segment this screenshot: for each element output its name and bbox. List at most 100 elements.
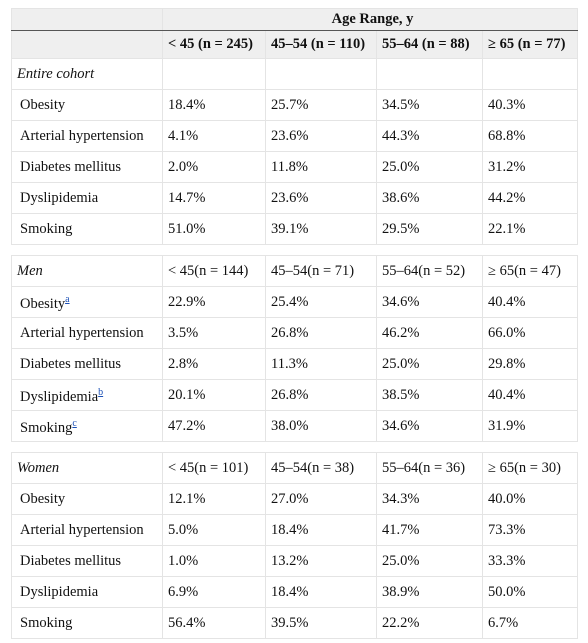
row-label: Obesity: [20, 295, 66, 312]
value-cell: 23.6%: [265, 120, 377, 152]
column-header: 55–64 (n = 88): [376, 30, 483, 59]
footnote-ref: b: [98, 384, 103, 398]
row-label-cell: Obesity: [11, 483, 163, 515]
value-cell: 39.5%: [265, 607, 377, 639]
value-cell: 47.2%: [162, 410, 266, 442]
row-label-cell: Diabetes mellitus: [11, 348, 163, 380]
value-cell: 22.1%: [481, 213, 579, 245]
table-header: Age Range, y < 45 (n = 245) 45–54 (n = 11…: [11, 8, 579, 59]
value-cell: 18.4%: [265, 576, 377, 608]
data-row: Diabetes mellitus 2.8% 11.3% 25.0% 29.8%: [11, 348, 579, 380]
section-column: 55–64(n = 52): [376, 255, 483, 287]
value-cell: 11.8%: [265, 151, 377, 183]
value-cell: 26.8%: [265, 379, 377, 411]
footnote-link[interactable]: c: [72, 418, 77, 430]
value-cell: 13.2%: [265, 545, 377, 577]
value-cell: 25.0%: [376, 151, 483, 183]
value-cell: 31.9%: [481, 410, 579, 442]
value-cell: 14.7%: [162, 182, 266, 214]
value-cell: 33.3%: [481, 545, 579, 577]
footnote-link[interactable]: b: [98, 387, 104, 399]
row-label-cell: Diabetes mellitus: [11, 151, 163, 183]
value-cell: 20.1%: [162, 379, 266, 411]
row-label-cell: Obesitya: [11, 286, 163, 318]
section-title: Men: [11, 255, 163, 287]
data-row: Diabetes mellitus 1.0% 13.2% 25.0% 33.3%: [11, 545, 579, 577]
spacer-cell: [11, 244, 578, 256]
value-cell: 50.0%: [481, 576, 579, 608]
value-cell: 34.6%: [376, 286, 483, 318]
value-cell: 22.9%: [162, 286, 266, 318]
value-cell: 40.4%: [481, 379, 579, 411]
value-cell: 73.3%: [481, 514, 579, 546]
section-row: Entire cohort: [11, 58, 579, 90]
row-label: Obesity: [20, 96, 66, 113]
value-cell: 38.9%: [376, 576, 483, 608]
data-row: Arterial hypertension 3.5% 26.8% 46.2% 66.0%: [11, 317, 579, 349]
row-label: Arterial hypertension: [20, 127, 144, 144]
empty-cell: [376, 58, 483, 90]
row-label-cell: Dyslipidemia: [11, 576, 163, 608]
value-cell: 23.6%: [265, 182, 377, 214]
value-cell: 44.3%: [376, 120, 483, 152]
data-row: Obesity 12.1% 27.0% 34.3% 40.0%: [11, 483, 579, 515]
value-cell: 39.1%: [265, 213, 377, 245]
spacer-row: [11, 244, 578, 256]
row-label: Obesity: [20, 490, 66, 507]
row-label: Diabetes mellitus: [20, 158, 122, 175]
value-cell: 66.0%: [481, 317, 579, 349]
row-label-cell: Arterial hypertension: [11, 514, 163, 546]
data-row: Obesitya 22.9% 25.4% 34.6% 40.4%: [11, 286, 579, 318]
row-label-cell: Dyslipidemiab: [11, 379, 163, 411]
row-label: Dyslipidemia: [20, 583, 99, 600]
section-column: ≥ 65(n = 30): [481, 452, 579, 484]
group-label: Age Range, y: [161, 8, 579, 31]
row-label: Smoking: [20, 220, 73, 237]
column-header: < 45 (n = 245): [162, 30, 266, 59]
header-corner: [11, 8, 163, 31]
value-cell: 3.5%: [162, 317, 266, 349]
value-cell: 27.0%: [265, 483, 377, 515]
spacer-cell: [11, 441, 578, 453]
value-cell: 41.7%: [376, 514, 483, 546]
value-cell: 12.1%: [162, 483, 266, 515]
section-column: ≥ 65(n = 47): [481, 255, 579, 287]
section-title: Women: [11, 452, 163, 484]
row-label-cell: Smokingc: [11, 410, 163, 442]
section-column: < 45(n = 144): [162, 255, 266, 287]
data-row: Dyslipidemia 14.7% 23.6% 38.6% 44.2%: [11, 182, 579, 214]
data-row: Arterial hypertension 4.1% 23.6% 44.3% 68.8%: [11, 120, 579, 152]
section-column: 45–54(n = 71): [265, 255, 377, 287]
data-row: Smoking 56.4% 39.5% 22.2% 6.7%: [11, 607, 579, 639]
row-label: Arterial hypertension: [20, 324, 144, 341]
row-label-cell: Smoking: [11, 607, 163, 639]
value-cell: 5.0%: [162, 514, 266, 546]
column-header: ≥ 65 (n = 77): [481, 30, 579, 59]
section-column: < 45(n = 101): [162, 452, 266, 484]
row-label: Diabetes mellitus: [20, 552, 122, 569]
value-cell: 34.3%: [376, 483, 483, 515]
data-row: Obesity 18.4% 25.7% 34.5% 40.3%: [11, 89, 579, 121]
footnote-link[interactable]: a: [65, 294, 70, 306]
value-cell: 2.8%: [162, 348, 266, 380]
row-label: Smoking: [20, 614, 73, 631]
section-column: 45–54(n = 38): [265, 452, 377, 484]
section-row: Men < 45(n = 144) 45–54(n = 71) 55–64(n = 5…: [11, 255, 579, 287]
value-cell: 40.4%: [481, 286, 579, 318]
row-label-cell: Smoking: [11, 213, 163, 245]
value-cell: 68.8%: [481, 120, 579, 152]
value-cell: 6.9%: [162, 576, 266, 608]
value-cell: 11.3%: [265, 348, 377, 380]
row-label-cell: Arterial hypertension: [11, 317, 163, 349]
header-corner: [11, 30, 163, 59]
value-cell: 29.8%: [481, 348, 579, 380]
row-label: Smoking: [20, 419, 73, 436]
data-table: Age Range, y < 45 (n = 245) 45–54 (n = 11…: [11, 8, 579, 639]
section-column: 55–64(n = 36): [376, 452, 483, 484]
spacer-row: [11, 441, 578, 453]
data-row: Dyslipidemia 6.9% 18.4% 38.9% 50.0%: [11, 576, 579, 608]
row-label-cell: Obesity: [11, 89, 163, 121]
header-row: < 45 (n = 245) 45–54 (n = 110) 55–64 (n = …: [11, 30, 579, 59]
row-label-cell: Arterial hypertension: [11, 120, 163, 152]
data-row: Smokingc 47.2% 38.0% 34.6% 31.9%: [11, 410, 579, 442]
